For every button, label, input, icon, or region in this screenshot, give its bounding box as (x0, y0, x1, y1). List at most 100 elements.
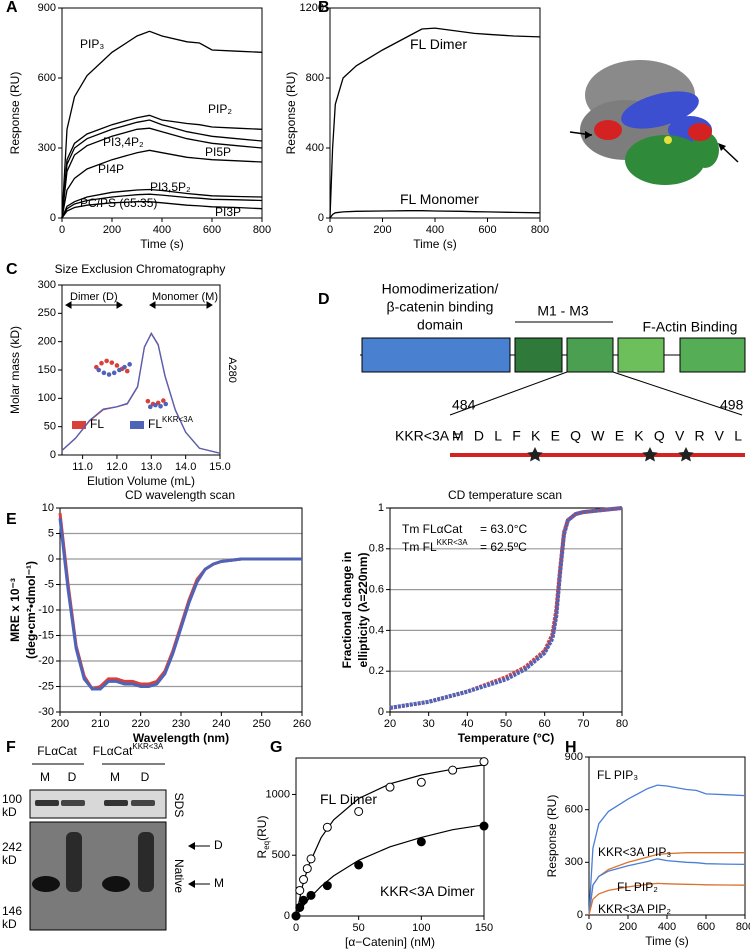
x-tick-label: 40 (461, 718, 473, 730)
annotation: Tm FLαCat (402, 522, 463, 536)
chart: H 0 200 400 600 800 0 300 600 900 Time (s) Response… (545, 739, 750, 948)
y-tick-label: -25 (38, 680, 54, 692)
series-label: PI5P (205, 145, 231, 159)
marker (147, 404, 153, 410)
x-tick-label: 50 (500, 718, 512, 730)
x-tick-label: 11.0 (72, 461, 93, 473)
point (291, 911, 301, 921)
point (306, 890, 316, 900)
mutant-label: KKR<3A = (395, 428, 460, 444)
gel: F FLαCat FLαCatKKR<3A M D M D SDS Native… (2, 739, 224, 931)
legend-label: FL (90, 417, 104, 431)
marker (117, 367, 122, 373)
x-tick-label: 400 (153, 224, 171, 236)
domain-label: domain (417, 317, 463, 333)
series-line (61, 188, 263, 219)
marker-label: 100 (2, 792, 22, 806)
y-tick-label: 200 (38, 336, 56, 348)
lane-label: M (110, 770, 120, 784)
legend-label: KKR<3A (162, 415, 194, 424)
x-tick-label: 200 (373, 224, 391, 236)
y-tick-label: -5 (44, 578, 54, 590)
y-tick-label: 500 (272, 849, 290, 861)
marker (163, 401, 169, 407)
x-tick-label: 60 (539, 718, 551, 730)
marker (106, 372, 112, 377)
point (385, 782, 395, 792)
x-tick-label: 100 (412, 922, 430, 934)
y-tick-label: 50 (44, 421, 56, 433)
x-tick-label: 15.0 (209, 461, 230, 473)
y-tick-label: -15 (38, 629, 54, 641)
x-tick-label: 150 (475, 922, 493, 934)
group-label: FLαCat (37, 744, 77, 758)
chart-title: Size Exclusion Chromatography (55, 262, 226, 276)
point (354, 806, 364, 816)
x-axis-label: Time (s) (413, 237, 457, 251)
series-label: FL Dimer (320, 791, 377, 807)
panel-letter: G (270, 739, 282, 756)
y-axis-label: Molar mass (kD) (8, 326, 22, 414)
fit-line (295, 824, 485, 917)
panel-letter: B (318, 0, 330, 16)
point (479, 757, 489, 767)
x-tick-label: 50 (353, 922, 365, 934)
group-label: FLαCat (93, 744, 133, 758)
group-label-sup: KKR<3A (132, 742, 164, 751)
series-label: PI4P (98, 162, 124, 176)
x-tick-label: 240 (212, 718, 230, 730)
x-tick-label: 800 (736, 921, 750, 933)
series-label: PI3P (215, 205, 241, 219)
y-axis-label: ellipticity (λ=220nm) (356, 552, 370, 667)
series-label: KKR<3A PIP₂ (598, 902, 671, 916)
annotation: KKR<3A (437, 538, 469, 547)
x-axis-label: Elution Volume (mL) (87, 474, 195, 488)
x-tick-label: 230 (172, 718, 190, 730)
y-axis-label: R (255, 849, 269, 858)
series-label: KKR<3A PIP₃ (598, 845, 671, 859)
y-tick-label: -20 (38, 655, 54, 667)
y-tick-label: 1000 (266, 788, 290, 800)
x-tick-label: 14.0 (175, 461, 196, 473)
domain-label: β-catenin binding (387, 299, 494, 315)
series-line (61, 30, 263, 219)
x-axis-label: Time (s) (140, 237, 184, 251)
x-tick-label: 12.0 (106, 461, 127, 473)
annotation: = 63.0°C (480, 522, 527, 536)
y-tick-label: 0 (378, 706, 384, 718)
marker-label: kD (2, 853, 17, 867)
y-tick-label: 400 (306, 142, 324, 154)
marker-label: kD (2, 917, 17, 931)
point (299, 875, 309, 885)
y-tick-label: 0 (318, 212, 324, 224)
y-tick-label: 0 (48, 553, 54, 565)
panel-letter: E (6, 511, 17, 528)
point (295, 902, 305, 912)
marker-label: kD (2, 805, 17, 819)
series-label: FL PIP₃ (597, 768, 638, 782)
series-line (61, 331, 221, 454)
marker (99, 360, 104, 366)
band-label: M (214, 876, 224, 890)
series-label: FL Monomer (400, 191, 479, 207)
series-label: PIP₃ (80, 37, 104, 51)
marker (96, 367, 102, 373)
series-line (588, 858, 746, 916)
marker (124, 368, 130, 374)
bracket-label: M1 - M3 (537, 303, 589, 319)
plot-frame (389, 507, 623, 713)
chart: B 0 200 400 600 800 0 400 800 1200 Time (s) Respons… (284, 0, 549, 251)
x-tick-label: 0 (586, 921, 592, 933)
y-axis-label: Response (RU) (284, 72, 298, 155)
blot-label: Native (172, 859, 186, 893)
series-label: KKR<3A PIP₃ (598, 845, 671, 859)
domain-diagram: D Homodimerization/ β-catenin binding do… (318, 60, 746, 462)
series-line (389, 506, 623, 710)
series-label: PC/PS (65:35) (80, 196, 157, 210)
y-axis-label: (RU) (255, 816, 269, 841)
x-tick-label: 0 (59, 224, 65, 236)
y2-axis-label: A280 (226, 357, 238, 383)
series-line (61, 114, 263, 219)
annotation: = 62.5ºC (480, 540, 527, 554)
